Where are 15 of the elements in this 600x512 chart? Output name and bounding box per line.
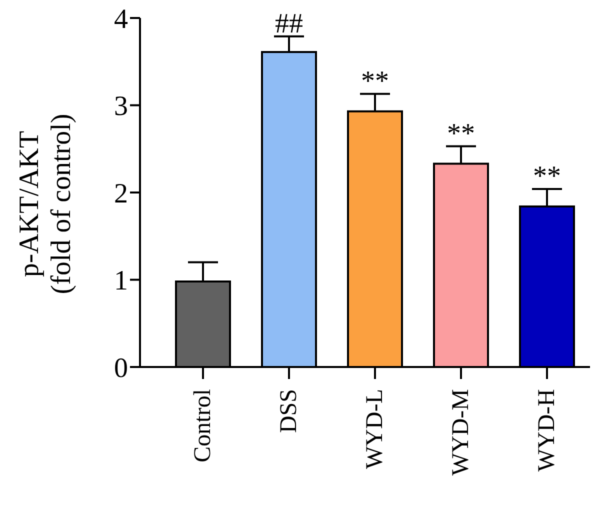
y-axis-title: p-AKT/AKT (fold of control) (14, 114, 77, 294)
y-tick-label: 4 (114, 4, 128, 35)
annotation: ** (361, 66, 389, 97)
x-tick-label: WYD-H (534, 389, 560, 472)
y-tick-label: 3 (114, 91, 128, 122)
x-tick-label: Control (190, 388, 216, 462)
x-tick-label: DSS (276, 389, 302, 434)
annotation: ## (275, 8, 303, 40)
y-tick-label: 2 (114, 178, 128, 210)
y-tick-label: 0 (114, 352, 128, 384)
y-tick-label: 1 (114, 266, 128, 297)
annotation: ** (447, 118, 475, 150)
x-tick-label: WYD-M (448, 389, 474, 476)
x-tick-label: WYD-L (362, 389, 388, 469)
annotation: ** (533, 161, 561, 192)
